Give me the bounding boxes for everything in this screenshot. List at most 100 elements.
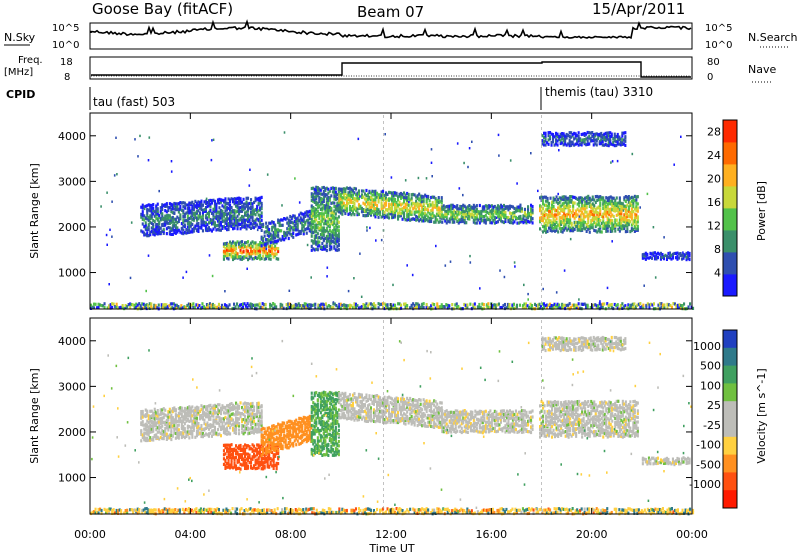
range-cell	[590, 212, 593, 216]
range-cell	[369, 302, 372, 306]
range-cell	[431, 211, 434, 215]
range-cell	[259, 414, 262, 418]
range-cell	[155, 204, 158, 208]
range-cell	[409, 198, 412, 202]
range-cell	[265, 242, 268, 246]
range-cell	[235, 201, 238, 205]
range-cell	[631, 302, 634, 306]
range-cell	[266, 227, 269, 231]
range-cell	[179, 406, 182, 410]
range-cell	[507, 205, 510, 209]
range-cell	[283, 234, 286, 238]
range-cell	[191, 204, 194, 208]
range-cell	[612, 196, 615, 200]
range-cell	[325, 234, 328, 238]
range-cell	[149, 220, 152, 224]
range-cell	[130, 303, 133, 307]
range-cell	[330, 201, 333, 205]
range-cell	[232, 422, 235, 426]
range-cell	[530, 218, 533, 222]
range-cell	[216, 219, 219, 223]
range-cell	[158, 424, 161, 428]
range-cell	[312, 221, 315, 225]
range-cell	[209, 205, 212, 209]
range-cell	[233, 463, 236, 467]
range-cell	[365, 200, 368, 204]
range-cell	[253, 220, 256, 224]
range-cell	[593, 210, 596, 214]
range-cell	[331, 186, 334, 190]
range-cell	[307, 225, 310, 229]
range-cell	[328, 233, 331, 237]
range-cell	[558, 218, 561, 222]
range-cell	[271, 240, 274, 244]
range-cell	[238, 218, 241, 222]
range-cell	[200, 408, 203, 412]
range-cell	[627, 205, 630, 209]
range-cell	[312, 195, 315, 199]
range-cell	[418, 192, 421, 196]
range-cell	[520, 209, 523, 213]
range-cell	[290, 226, 293, 230]
range-cell	[613, 132, 616, 136]
range-cell	[251, 455, 254, 459]
range-cell	[280, 229, 283, 233]
range-cell	[241, 214, 244, 219]
range-cell	[486, 216, 489, 220]
range-cell	[219, 419, 222, 424]
range-cell	[339, 205, 342, 209]
range-cell	[594, 303, 597, 307]
range-cell	[394, 197, 397, 202]
range-cell	[332, 306, 335, 310]
range-cell	[462, 219, 465, 223]
range-cell	[207, 215, 210, 219]
range-cell	[195, 206, 198, 210]
range-cell	[601, 136, 604, 140]
range-cell	[236, 252, 239, 256]
range-cell	[198, 215, 201, 219]
range-cell	[566, 214, 569, 218]
range-cell	[495, 206, 498, 210]
range-cell	[168, 219, 171, 223]
range-cell	[672, 302, 675, 306]
range-cell	[266, 461, 269, 465]
range-cell	[478, 305, 481, 309]
range-cell	[549, 219, 552, 223]
range-cell	[483, 209, 486, 213]
range-cell	[609, 135, 612, 139]
range-cell	[255, 303, 258, 307]
range-cell	[174, 217, 177, 221]
range-cell	[585, 210, 588, 214]
range-cell	[313, 226, 316, 230]
range-cell	[206, 407, 209, 411]
range-cell	[380, 205, 383, 209]
range-cell	[149, 203, 152, 207]
range-cell	[557, 230, 560, 234]
range-cell	[188, 230, 191, 234]
range-cell	[179, 431, 182, 435]
range-cell	[195, 216, 198, 220]
range-cell	[331, 223, 334, 227]
range-cell	[232, 214, 235, 218]
noise-cell	[421, 200, 423, 204]
range-cell	[315, 185, 318, 189]
range-cell	[168, 221, 171, 225]
range-cell	[325, 211, 328, 215]
range-cell	[244, 401, 247, 405]
range-cell	[371, 197, 374, 201]
range-cell	[444, 212, 447, 216]
range-cell	[680, 306, 683, 310]
range-cell	[666, 306, 669, 310]
range-cell	[513, 206, 516, 210]
range-cell	[310, 204, 313, 208]
range-cell	[197, 422, 200, 426]
range-cell	[257, 196, 260, 201]
range-cell	[146, 204, 149, 208]
range-cell	[260, 211, 263, 215]
range-cell	[448, 220, 451, 224]
range-cell	[564, 204, 567, 209]
range-cell	[363, 209, 366, 213]
range-cell	[207, 199, 210, 203]
range-cell	[229, 253, 232, 257]
range-cell	[250, 466, 253, 470]
